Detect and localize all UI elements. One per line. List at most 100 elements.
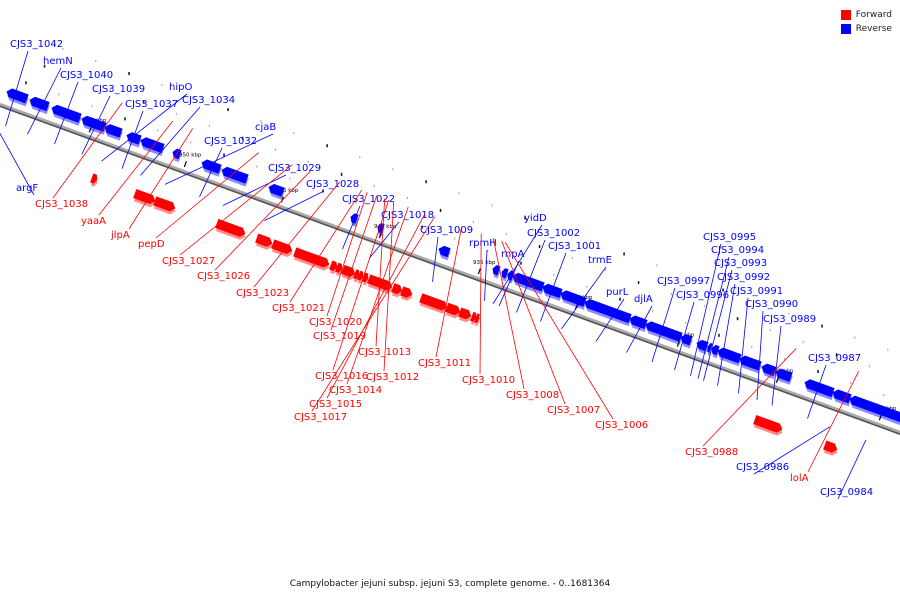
gene-arrow[interactable] <box>706 342 713 353</box>
gene-arrow[interactable] <box>753 415 783 433</box>
gene-yaaA[interactable] <box>132 189 158 208</box>
gene-CJS3_0992[interactable] <box>715 346 743 367</box>
gene-label[interactable]: CJS3_1018 <box>381 210 434 221</box>
gene-arrow[interactable] <box>271 239 293 255</box>
gene-CJS3_1012[interactable] <box>361 272 371 286</box>
gene-arrow[interactable] <box>848 395 900 424</box>
gene-arrow[interactable] <box>470 311 477 322</box>
gene-CJS3_1040[interactable] <box>49 104 83 126</box>
gene-CJS3_1001[interactable] <box>540 283 564 302</box>
gene-arrow[interactable] <box>391 283 403 295</box>
gene-CJS3_1017[interactable] <box>399 286 415 302</box>
gene-CJS3_0986[interactable] <box>830 388 853 407</box>
gene-arrow[interactable] <box>341 264 356 278</box>
gene-yidD[interactable] <box>499 268 510 282</box>
gene-label[interactable]: CJS3_1010 <box>462 375 515 386</box>
gene-CJS3_1029[interactable] <box>219 166 250 187</box>
gene-label[interactable]: CJS3_0995 <box>703 232 756 243</box>
gene-label[interactable]: CJS3_1009 <box>420 225 473 236</box>
gene-CJS3_0991[interactable] <box>737 354 763 374</box>
gene-label[interactable]: purL <box>606 287 629 298</box>
gene-arrow[interactable] <box>803 378 835 398</box>
gene-label[interactable]: CJS3_1013 <box>358 347 411 358</box>
gene-label[interactable]: CJS3_1006 <box>595 420 648 431</box>
gene-label[interactable]: CJS3_1019 <box>313 331 366 342</box>
gene-label[interactable]: CJS3_0987 <box>808 353 861 364</box>
gene-label[interactable]: pepD <box>138 239 165 250</box>
gene-CJS3_1028[interactable] <box>266 183 286 200</box>
gene-arrow[interactable] <box>153 196 176 213</box>
gene-label[interactable]: CJS3_0989 <box>763 314 816 325</box>
gene-arrow[interactable] <box>823 440 838 454</box>
gene-arrow[interactable] <box>220 166 249 184</box>
gene-label[interactable]: CJS3_1027 <box>162 256 215 267</box>
gene-label[interactable]: CJS3_1007 <box>547 405 600 416</box>
gene-label[interactable]: CJS3_0988 <box>685 447 738 458</box>
gene-label[interactable]: CJS3_1015 <box>309 399 362 410</box>
gene-label[interactable]: cjaB <box>255 122 276 133</box>
gene-label[interactable]: CJS3_0986 <box>736 462 789 473</box>
gene-hipO[interactable] <box>102 123 124 141</box>
gene-arrow[interactable] <box>437 245 451 258</box>
gene-label[interactable]: CJS3_0990 <box>745 299 798 310</box>
gene-label[interactable]: CJS3_1029 <box>268 163 321 174</box>
gene-CJS3_1037[interactable] <box>124 131 143 148</box>
gene-label[interactable]: CJS3_1021 <box>272 303 325 314</box>
gene-cjaB[interactable] <box>170 148 183 163</box>
gene-label[interactable]: trmE <box>588 255 612 266</box>
gene-arrow[interactable] <box>133 189 156 205</box>
gene-arrow[interactable] <box>80 115 107 132</box>
gene-arrow[interactable] <box>5 87 29 104</box>
gene-lolA[interactable] <box>822 440 840 457</box>
gene-purL[interactable] <box>582 298 633 327</box>
gene-CJS3_1026[interactable] <box>270 239 295 259</box>
gene-label[interactable]: CJS3_1002 <box>527 228 580 239</box>
gene-CJS3_1032[interactable] <box>199 158 223 177</box>
gene-label[interactable]: CJS3_1008 <box>506 390 559 401</box>
gene-arrow[interactable] <box>710 344 720 356</box>
gene-arrow[interactable] <box>400 286 413 299</box>
gene-label[interactable]: CJS3_1016 <box>315 371 368 382</box>
gene-label[interactable]: hipO <box>169 82 192 93</box>
gene-label[interactable]: CJS3_1026 <box>197 271 250 282</box>
gene-arrow[interactable] <box>335 262 343 273</box>
gene-label[interactable]: rpmH <box>469 238 497 249</box>
gene-label[interactable]: yaaA <box>81 216 106 227</box>
gene-arrow[interactable] <box>774 368 793 382</box>
gene-label[interactable]: CJS3_0996 <box>676 290 729 301</box>
gene-CJS3_1023[interactable] <box>292 247 332 272</box>
gene-arrow[interactable] <box>500 268 509 279</box>
gene-arrow[interactable] <box>255 233 273 248</box>
gene-CJS3_0987[interactable] <box>802 378 836 401</box>
gene-label[interactable]: CJS3_0997 <box>657 276 710 287</box>
gene-CJS3_1008[interactable] <box>457 307 474 324</box>
gene-arrow[interactable] <box>738 354 762 371</box>
gene-arrow[interactable] <box>491 264 501 276</box>
gene-CJS3_1011[interactable] <box>418 293 450 315</box>
gene-CJS3_1006[interactable] <box>473 313 482 327</box>
gene-CJS3_1038[interactable] <box>89 173 100 188</box>
gene-arrow[interactable] <box>267 183 285 197</box>
gene-arrow[interactable] <box>541 283 563 299</box>
gene-CJS3_1015[interactable] <box>390 283 405 298</box>
gene-CJS3_1042[interactable] <box>4 87 30 107</box>
gene-label[interactable]: CJS3_1034 <box>182 95 235 106</box>
gene-label[interactable]: CJS3_1012 <box>366 372 419 383</box>
gene-arrow[interactable] <box>362 272 369 283</box>
gene-label[interactable]: CJS3_1028 <box>306 179 359 190</box>
gene-label[interactable]: CJS3_1001 <box>548 241 601 252</box>
gene-arrow[interactable] <box>293 247 330 269</box>
gene-label[interactable]: CJS3_1020 <box>309 317 362 328</box>
gene-arrow[interactable] <box>458 307 472 320</box>
gene-trmE[interactable] <box>558 289 588 310</box>
gene-label[interactable]: CJS3_0993 <box>714 258 767 269</box>
gene-arrow[interactable] <box>419 293 448 312</box>
gene-label[interactable]: CJS3_0991 <box>730 286 783 297</box>
gene-arrow[interactable] <box>139 136 165 153</box>
gene-label[interactable]: argF <box>16 183 38 194</box>
gene-CJS3_0984[interactable] <box>847 395 900 427</box>
gene-label[interactable]: CJS3_0984 <box>820 487 873 498</box>
gene-label[interactable]: CJS3_1037 <box>125 99 178 110</box>
gene-arrow[interactable] <box>445 302 461 316</box>
gene-arrow[interactable] <box>831 388 852 404</box>
